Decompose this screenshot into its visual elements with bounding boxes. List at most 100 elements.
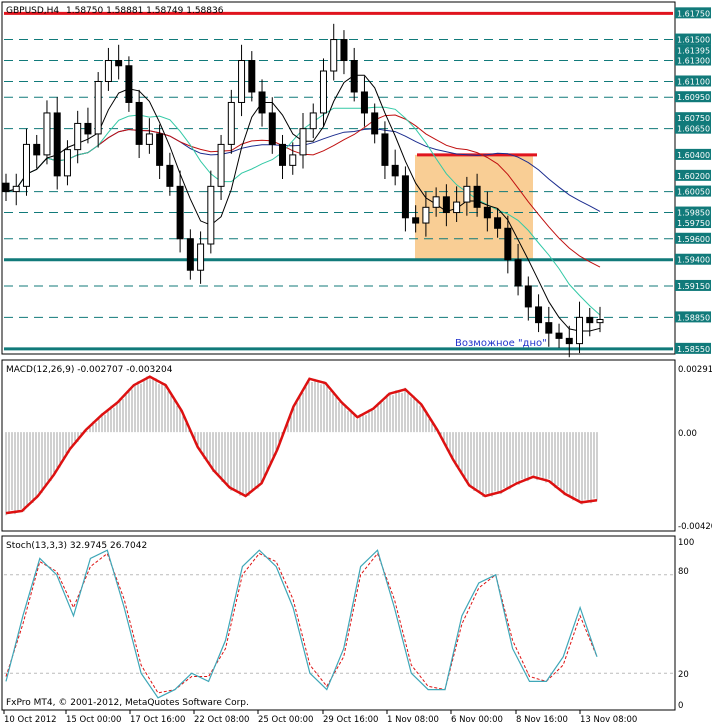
candle-body — [473, 185, 481, 208]
macd-layer — [5, 375, 598, 516]
candle-body — [84, 122, 92, 135]
price-axis-label: 1.59150 — [675, 279, 711, 291]
price-label-box — [675, 54, 711, 66]
price-label-text: 1.59600 — [677, 235, 710, 244]
candle-body — [565, 337, 573, 345]
candle-body — [483, 206, 491, 219]
time-axis-label: 29 Oct 16:00 — [323, 715, 378, 725]
price-axis-label: 1.61300 — [675, 54, 711, 66]
candle-body — [279, 143, 287, 166]
stochastic-layer — [4, 549, 673, 699]
time-axis-label: 22 Oct 08:00 — [194, 715, 249, 725]
price-label-text: 1.61300 — [677, 57, 710, 66]
candle-body — [22, 143, 30, 187]
price-label-text: 1.60750 — [677, 114, 710, 123]
price-label-text: 1.58550 — [677, 345, 710, 354]
price-label-box — [675, 232, 711, 244]
price-label-box — [675, 342, 711, 354]
stoch-label-80: 80 — [678, 567, 689, 577]
candle-body — [309, 112, 317, 130]
price-axis-label: 1.60650 — [675, 122, 711, 134]
time-axis-label: 25 Oct 00:00 — [258, 715, 313, 725]
candle-body — [463, 185, 471, 203]
macd-label-zero: 0.00 — [678, 429, 697, 439]
candle-body — [289, 154, 297, 166]
price-label-text: 1.59150 — [677, 282, 710, 291]
candle-body — [442, 196, 450, 214]
candle-body — [186, 238, 194, 271]
candle-body — [135, 101, 143, 145]
price-axis-label: 1.61395 — [675, 44, 711, 56]
price-axis-label: 1.60950 — [675, 91, 711, 103]
candle-body — [432, 196, 440, 208]
candle-body — [145, 133, 153, 145]
time-axis-label: 10 Oct 2012 — [4, 715, 57, 725]
time-axis-label: 8 Nov 16:00 — [516, 715, 568, 725]
candle-body — [176, 185, 184, 240]
candle-body — [391, 164, 399, 177]
time-axis-label: 13 Nov 08:00 — [580, 715, 637, 725]
price-levels-layer — [4, 11, 673, 351]
candle-body — [33, 143, 41, 156]
price-label-box — [675, 75, 711, 87]
price-label-text: 1.59850 — [677, 209, 710, 218]
candles-layer — [2, 23, 604, 358]
candle-body — [340, 39, 348, 62]
candle-body — [197, 243, 205, 271]
candle-body — [115, 60, 123, 67]
candle-body — [125, 65, 133, 103]
macd-label-bottom: -0.00420 — [678, 522, 712, 532]
price-label-text: 1.60200 — [677, 172, 710, 181]
macd-label-top: 0.00291 — [678, 365, 712, 375]
price-label-text: 1.60650 — [677, 125, 710, 134]
stoch-label-0: 0 — [678, 701, 683, 711]
macd-title: MACD(12,26,9) -0.002707 -0.003204 — [6, 365, 173, 375]
price-label-box — [675, 122, 711, 134]
time-axis: 10 Oct 2012 15 Oct 00:00 17 Oct 16:00 22 Oc… — [3, 710, 637, 725]
price-label-box — [675, 33, 711, 45]
candle-body — [258, 91, 266, 114]
candle-body — [422, 206, 430, 224]
price-axis-label: 1.61100 — [675, 75, 711, 87]
price-axis-label: 1.61750 — [675, 7, 711, 19]
candle-body — [94, 80, 102, 135]
price-axis-label: 1.60050 — [675, 185, 711, 197]
symbol-title: GBPUSD,H4 — [6, 6, 59, 16]
candle-body — [514, 259, 522, 287]
price-label-text: 1.61395 — [677, 47, 710, 56]
stoch-main-line — [5, 549, 598, 699]
candle-body — [586, 316, 594, 324]
candle-body — [104, 60, 112, 82]
candle-body — [53, 112, 61, 177]
price-label-box — [675, 91, 711, 103]
candle-body — [299, 128, 307, 156]
candle-body — [596, 318, 604, 324]
candle-body — [63, 149, 71, 177]
price-axis-label: 1.59600 — [675, 232, 711, 244]
time-axis-label: 17 Oct 16:00 — [130, 715, 185, 725]
price-label-box — [675, 185, 711, 197]
price-label-box — [675, 253, 711, 265]
candle-body — [576, 316, 584, 345]
stoch-label-20: 20 — [678, 670, 689, 680]
price-label-text: 1.60400 — [677, 151, 710, 160]
bottom-annotation: Возможное "дно" — [455, 338, 547, 349]
candle-body — [207, 185, 215, 245]
price-label-box — [675, 7, 711, 19]
ohlc-values: 1.58750 1.58881 1.58749 1.58836 — [66, 6, 224, 16]
price-label-box — [675, 311, 711, 323]
price-axis-label: 1.60750 — [675, 112, 711, 124]
price-axis-label: 1.60400 — [675, 148, 711, 160]
candle-body — [74, 122, 82, 151]
price-axis-label: 1.59750 — [675, 217, 711, 229]
candle-body — [412, 217, 420, 224]
candle-body — [268, 112, 276, 145]
candle-body — [494, 217, 502, 229]
price-label-box — [675, 148, 711, 160]
price-label-box — [675, 206, 711, 218]
price-label-text: 1.60950 — [677, 93, 710, 102]
price-axis-label: 1.59850 — [675, 206, 711, 218]
candle-body — [330, 39, 338, 72]
